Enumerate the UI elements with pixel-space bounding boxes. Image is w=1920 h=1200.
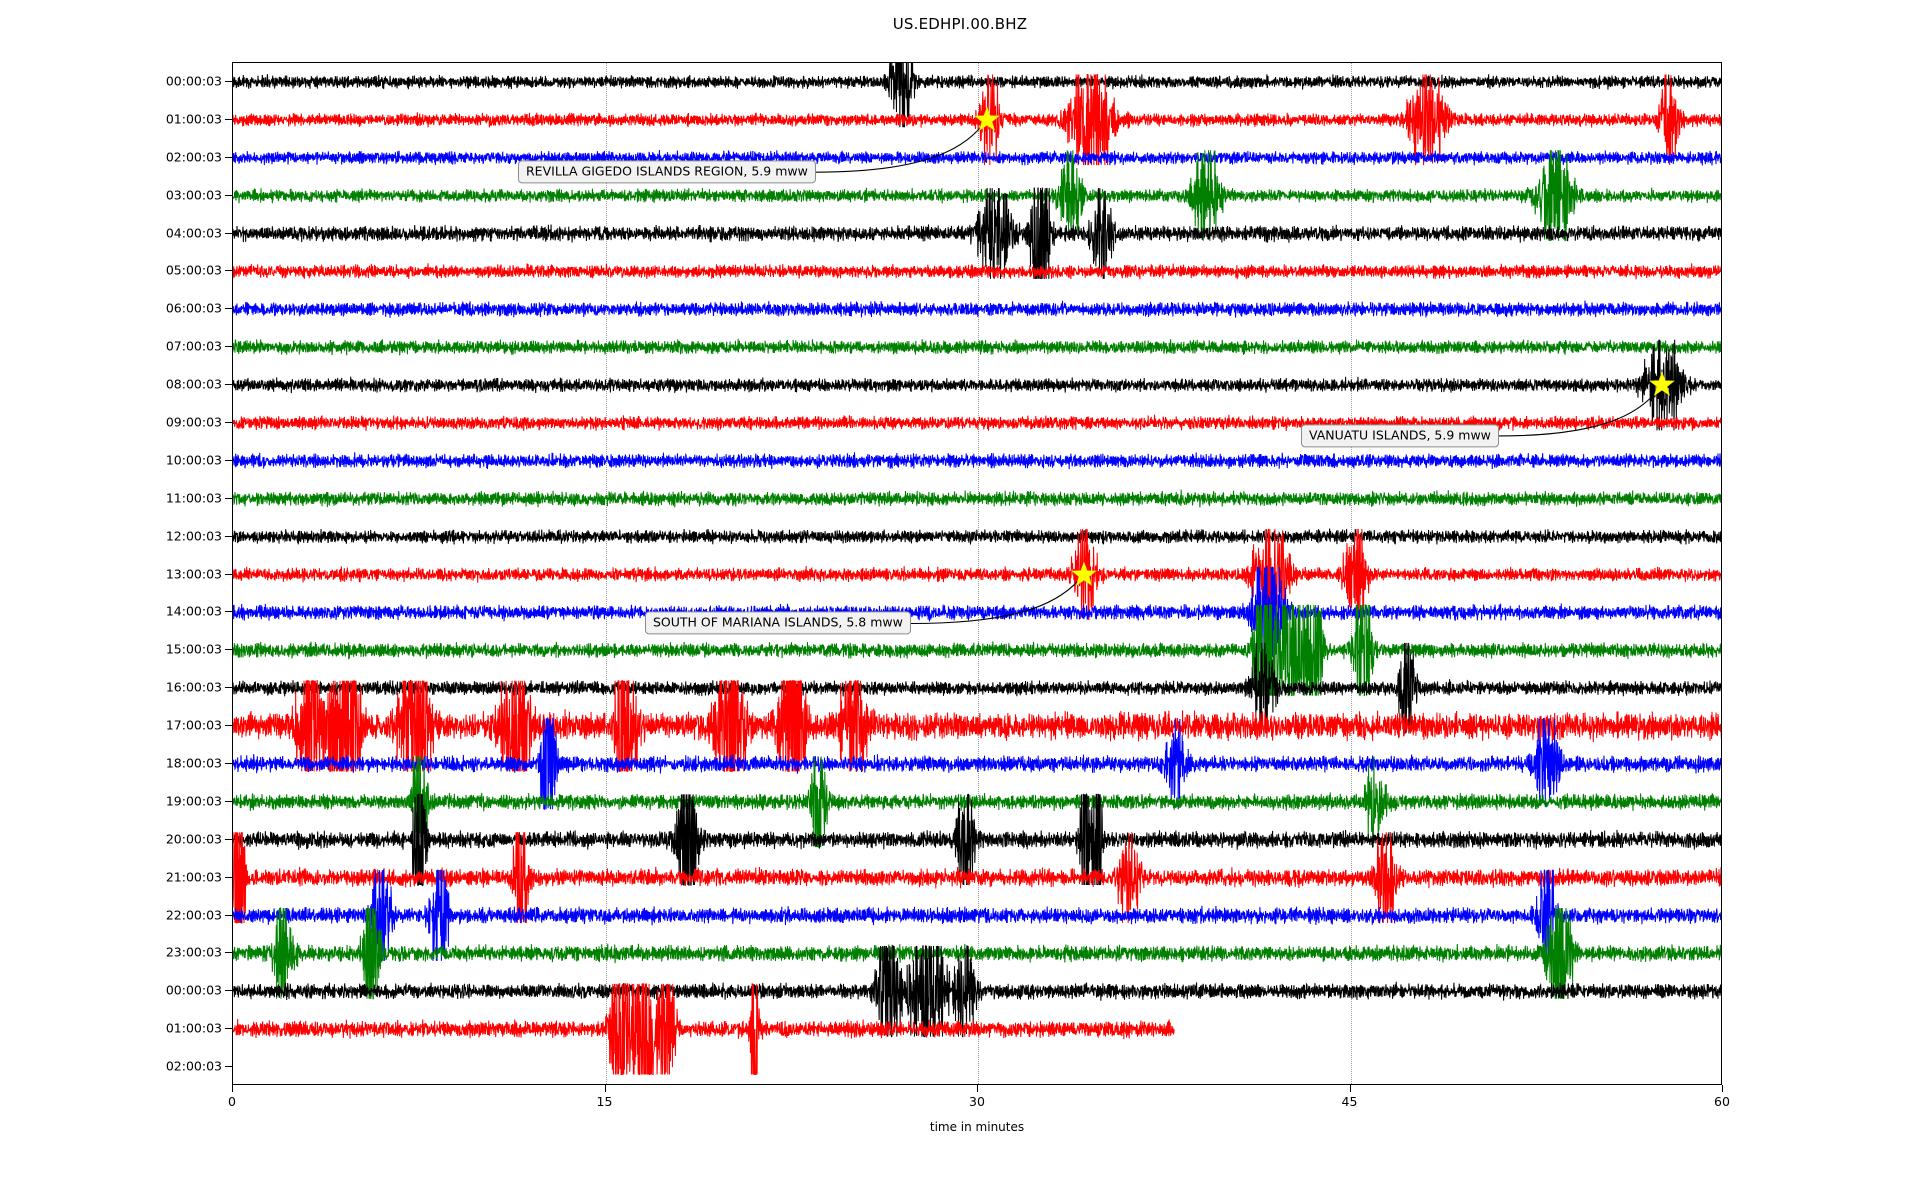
x-axis-tick-label: 30	[969, 1094, 985, 1109]
plot-area	[232, 62, 1722, 1085]
y-axis-tick	[225, 914, 232, 916]
seismic-trace	[233, 187, 1721, 280]
event-annotation-label[interactable]: SOUTH OF MARIANA ISLANDS, 5.8 mww	[645, 611, 911, 635]
seismic-trace	[233, 869, 1721, 961]
y-axis-tick	[225, 952, 232, 954]
y-axis-tick-label: 02:00:03	[165, 149, 222, 165]
y-axis-tick	[225, 459, 232, 461]
seismic-trace	[233, 907, 1721, 1000]
seismic-trace	[233, 755, 1721, 848]
y-axis-tick-label: 00:00:03	[165, 73, 222, 89]
seismic-trace	[233, 832, 1721, 924]
x-axis-tick-label: 60	[1714, 1094, 1730, 1109]
y-axis-tick-label: 22:00:03	[165, 907, 222, 922]
seismic-trace	[233, 489, 1721, 508]
y-axis-tick-label: 09:00:03	[165, 414, 222, 430]
y-axis-tick-label: 00:00:03	[165, 982, 222, 998]
plot-inner	[233, 63, 1721, 1084]
y-axis-tick	[225, 611, 232, 613]
seismic-trace	[233, 338, 1721, 356]
y-axis-tick-label: 05:00:03	[165, 262, 222, 278]
y-axis-tick-label: 19:00:03	[165, 793, 222, 809]
x-axis-tick	[232, 1085, 233, 1092]
y-axis-tick-label: 03:00:03	[165, 187, 222, 203]
y-axis-tick-label: 06:00:03	[165, 300, 222, 316]
y-axis-tick	[225, 80, 232, 82]
y-axis-tick	[225, 232, 232, 234]
y-axis-tick-label: 15:00:03	[165, 641, 222, 657]
y-axis-tick	[225, 194, 232, 196]
y-axis-tick-label: 04:00:03	[165, 225, 222, 240]
x-axis-tick-label: 15	[596, 1094, 613, 1109]
y-axis-tick	[225, 156, 232, 158]
y-axis-tick-label: 01:00:03	[165, 111, 222, 127]
seismic-trace	[233, 793, 1721, 887]
y-axis-tick	[225, 384, 232, 386]
x-axis-tick	[1349, 1085, 1351, 1092]
seismic-trace	[233, 339, 1721, 431]
y-axis-tick-label: 14:00:03	[165, 603, 222, 619]
y-axis-tick	[225, 573, 232, 575]
y-axis-tick	[225, 1066, 232, 1068]
x-axis-tick-label: 0	[228, 1094, 236, 1109]
seismic-trace	[233, 717, 1721, 810]
page-title: US.EDHPI.00.BHZ	[892, 15, 1028, 33]
y-axis-tick-label: 12:00:03	[165, 528, 222, 544]
y-axis-tick	[225, 308, 232, 310]
y-axis-tick	[225, 497, 232, 499]
seismic-trace	[233, 452, 1721, 470]
y-axis-tick	[225, 649, 232, 651]
y-axis-tick-label: 21:00:03	[165, 869, 222, 885]
x-axis-tick-label: 45	[1341, 1094, 1358, 1109]
y-axis-tick-label: 08:00:03	[165, 376, 222, 392]
x-axis-title: time in minutes	[929, 1120, 1025, 1134]
y-axis-tick	[225, 876, 232, 878]
event-annotation-label[interactable]: REVILLA GIGEDO ISLANDS REGION, 5.9 mww	[518, 160, 816, 184]
y-axis-tick-label: 23:00:03	[165, 944, 222, 960]
y-axis-tick	[225, 346, 232, 348]
x-axis-tick	[977, 1085, 978, 1092]
y-axis-tick-label: 17:00:03	[165, 717, 222, 733]
seismic-trace	[233, 150, 1721, 241]
seismic-trace	[233, 604, 1721, 697]
y-axis-tick-label: 20:00:03	[165, 831, 222, 847]
y-axis-tick	[225, 421, 232, 423]
y-axis-tick	[225, 990, 232, 992]
y-axis-tick	[225, 270, 232, 272]
x-axis-tick	[604, 1085, 606, 1092]
x-axis-tick	[1722, 1085, 1723, 1092]
y-axis-tick	[225, 762, 232, 764]
y-axis-tick	[225, 838, 232, 840]
seismic-trace	[233, 300, 1721, 318]
y-axis-tick	[225, 118, 232, 120]
y-axis-tick-label: 16:00:03	[165, 679, 222, 695]
y-axis-tick-label: 11:00:03	[165, 490, 222, 506]
y-axis-tick-label: 13:00:03	[165, 566, 222, 581]
y-axis-tick-label: 10:00:03	[165, 452, 222, 468]
seismic-trace	[233, 642, 1721, 734]
seismic-trace	[233, 945, 1721, 1038]
seismic-trace	[233, 63, 1721, 128]
y-axis-tick	[225, 687, 232, 689]
y-axis-tick-label: 02:00:03	[165, 1058, 222, 1074]
y-axis-tick-label: 07:00:03	[165, 338, 222, 354]
y-axis-tick	[225, 725, 232, 727]
seismic-trace	[233, 680, 1721, 773]
event-annotation-label[interactable]: VANUATU ISLANDS, 5.9 mww	[1301, 424, 1499, 448]
y-axis-tick-label: 18:00:03	[165, 755, 222, 771]
seismic-trace	[233, 983, 1175, 1076]
y-axis-tick	[225, 535, 232, 537]
seismic-trace	[233, 528, 1721, 545]
seismic-trace	[233, 263, 1721, 280]
y-axis-tick	[225, 800, 232, 802]
y-axis-tick	[225, 1028, 232, 1030]
y-axis-tick-label: 01:00:03	[165, 1020, 222, 1036]
